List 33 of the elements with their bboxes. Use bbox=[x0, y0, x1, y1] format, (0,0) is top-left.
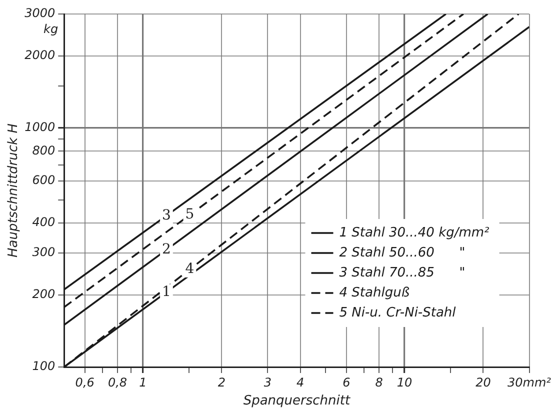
y-tick-label: 300 bbox=[32, 245, 56, 260]
y-tick-label: 600 bbox=[32, 173, 56, 188]
annotation: 3 bbox=[162, 207, 171, 224]
annotation: 2 bbox=[162, 241, 171, 258]
y-tick-label: 400 bbox=[32, 215, 56, 230]
y-axis-title: Hauptschnittdruck H bbox=[6, 123, 22, 258]
x-tick-label: 1 bbox=[139, 375, 147, 390]
x-tick-label: 3 bbox=[264, 375, 272, 390]
legend-label: 2 Stahl 50...60 " bbox=[339, 245, 466, 260]
x-tick-label: 2 bbox=[218, 375, 226, 390]
y-tick-label: 2000 bbox=[24, 48, 56, 62]
x-axis-title: Spanquerschnitt bbox=[243, 394, 351, 409]
legend-label: 3 Stahl 70...85 " bbox=[339, 265, 466, 280]
legend-label: 1 Stahl 30...40 kg/mm² bbox=[339, 225, 490, 240]
x-tick-label: 30mm² bbox=[508, 375, 552, 390]
annotation: 5 bbox=[185, 206, 194, 223]
y-tick-label: 3000 bbox=[24, 6, 56, 20]
annotation: 1 bbox=[162, 284, 171, 300]
y-tick-label: 800 bbox=[32, 143, 56, 158]
legend-label: 5 Ni-u. Cr-Ni-Stahl bbox=[339, 305, 456, 320]
x-tick-label: 8 bbox=[375, 375, 384, 390]
annotation: 4 bbox=[185, 261, 194, 278]
text: kg bbox=[44, 22, 59, 36]
y-tick-label: 1000 bbox=[24, 120, 56, 134]
x-tick-label: 0,8 bbox=[108, 375, 128, 390]
x-tick-label: 4 bbox=[296, 375, 304, 390]
y-tick-label: 100 bbox=[32, 359, 56, 374]
legend-label: 4 Stahlguß bbox=[339, 285, 410, 300]
x-tick-label: 6 bbox=[342, 375, 351, 390]
x-tick-label: 10 bbox=[396, 375, 412, 390]
x-tick-label: 20 bbox=[476, 375, 492, 390]
x-tick-label: 0,6 bbox=[75, 375, 95, 390]
y-tick-label: 200 bbox=[32, 287, 56, 302]
